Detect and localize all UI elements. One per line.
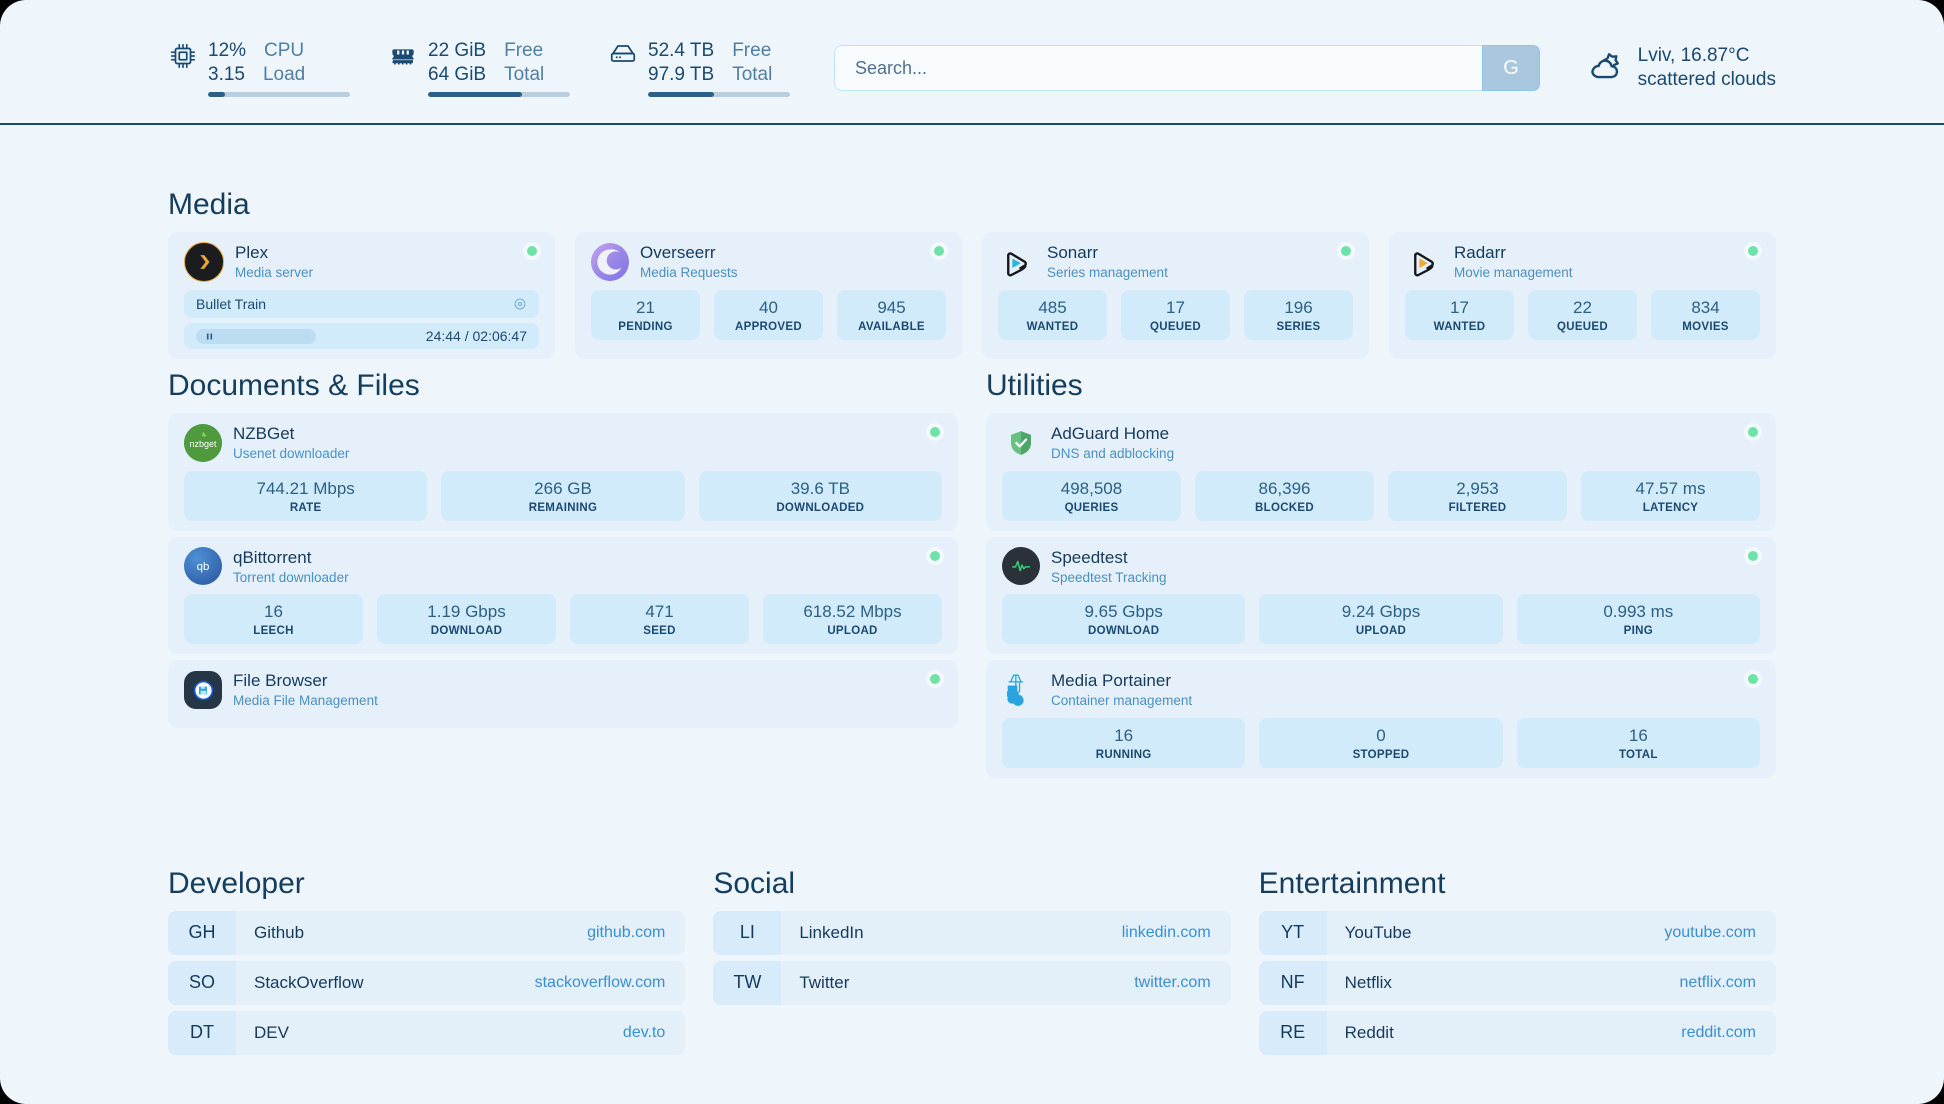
svg-text:qb: qb (197, 562, 210, 574)
svg-text:nzbget: nzbget (189, 439, 217, 449)
